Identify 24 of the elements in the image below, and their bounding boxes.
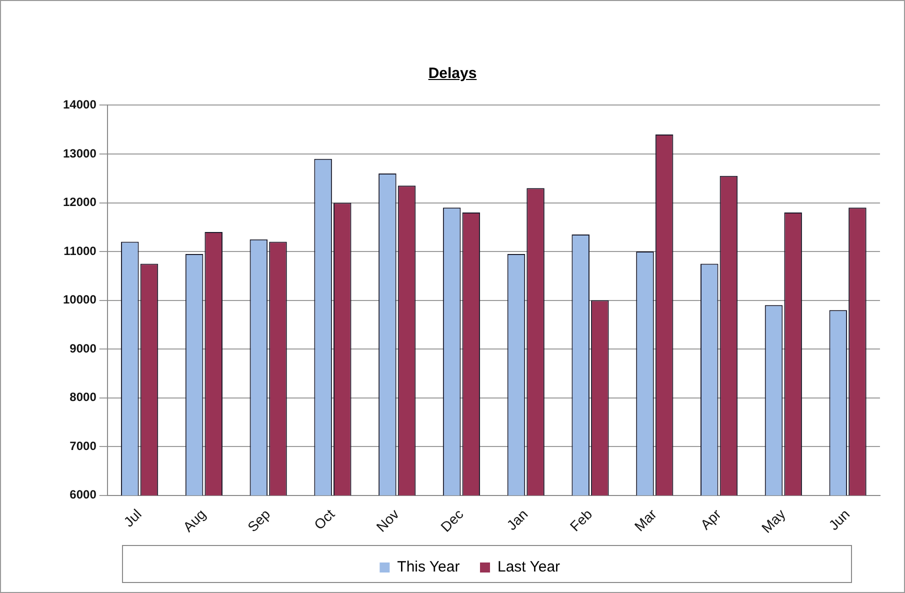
- chart-title: Delays: [427, 65, 478, 82]
- x-tick-label: Jun: [825, 506, 853, 534]
- y-tick-label: 9000: [70, 341, 97, 356]
- y-tick-label: 8000: [70, 390, 97, 404]
- x-tick-label: Apr: [697, 506, 724, 533]
- x-tick-label: Jul: [120, 506, 144, 530]
- x-tick-label: Dec: [437, 506, 466, 535]
- x-tick-label: Aug: [180, 506, 209, 535]
- x-tick-label: Mar: [631, 506, 660, 534]
- x-tick-label: Sep: [244, 506, 274, 535]
- legend-label: This Year: [397, 558, 460, 576]
- x-tick-label: Oct: [310, 506, 338, 533]
- y-tick-label: 13000: [62, 146, 97, 160]
- x-tick-label: Feb: [566, 506, 596, 534]
- legend-label: Last Year: [497, 558, 560, 576]
- y-tick-label: 14000: [62, 98, 97, 112]
- x-tick-label: May: [758, 506, 788, 536]
- y-tick-label: 7000: [70, 438, 97, 453]
- y-tick-label: 12000: [62, 195, 97, 210]
- y-tick-label: 11000: [64, 244, 97, 258]
- x-tick-label: Jan: [503, 506, 531, 534]
- x-tick-label: Nov: [373, 506, 402, 535]
- y-tick-label: 6000: [70, 488, 97, 502]
- y-tick-label: 10000: [62, 292, 97, 307]
